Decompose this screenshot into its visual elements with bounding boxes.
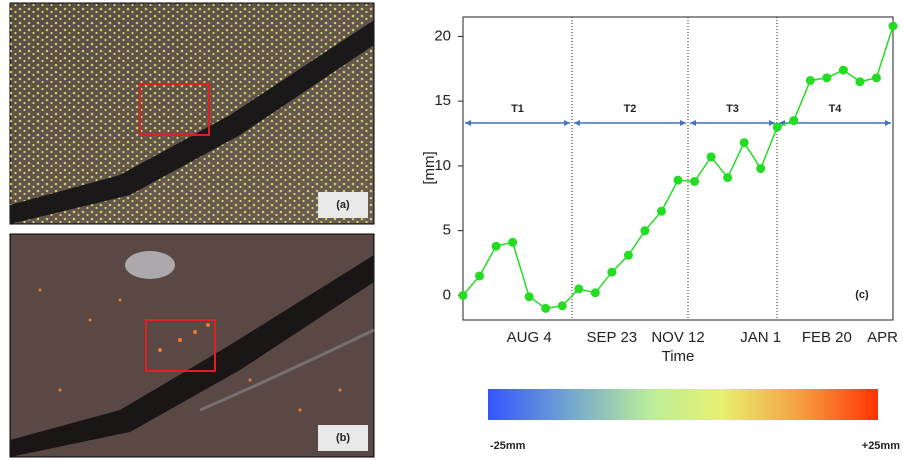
image-a: (a) <box>9 2 375 225</box>
x-tick-label: JAN 1 <box>740 329 781 346</box>
data-point <box>491 241 501 251</box>
y-tick-label: 20 <box>434 27 451 44</box>
x-tick-label: NOV 12 <box>651 329 704 346</box>
y-tick-label: 15 <box>434 92 451 109</box>
period-label: T4 <box>829 103 843 115</box>
panel-label: (a) <box>336 199 350 211</box>
data-point <box>524 292 534 302</box>
data-point <box>508 237 518 247</box>
image-b: (b) <box>9 233 375 458</box>
period-dividers <box>571 17 778 320</box>
x-tick-label: APR 10 <box>867 329 903 346</box>
data-point <box>690 176 700 186</box>
period-label: T2 <box>624 103 637 115</box>
data-point <box>656 206 666 216</box>
data-point <box>855 77 865 87</box>
data-point <box>822 73 832 83</box>
x-axis-label: Time <box>662 348 695 365</box>
colorbar <box>488 389 878 420</box>
period-label: T3 <box>726 103 739 115</box>
y-tick-label: 0 <box>443 286 451 303</box>
data-point <box>723 173 733 183</box>
data-point <box>888 21 898 31</box>
x-tick-label: AUG 4 <box>507 329 552 346</box>
period-label: T1 <box>511 103 524 115</box>
y-axis-label: [mm] <box>421 151 438 184</box>
data-point <box>805 75 815 85</box>
data-point <box>458 290 468 300</box>
data-point <box>590 288 600 298</box>
plot-frame <box>462 16 894 321</box>
data-point <box>739 138 749 148</box>
data-point <box>706 152 716 162</box>
x-tick-label: FEB 20 <box>802 329 852 346</box>
data-point <box>607 267 617 277</box>
colorbar-min: -25mm <box>490 440 526 452</box>
data-point <box>557 301 567 311</box>
data-point <box>574 284 584 294</box>
data-point <box>871 73 881 83</box>
data-point <box>623 250 633 260</box>
data-point <box>541 303 551 313</box>
colorbar-max: +25mm <box>862 440 900 452</box>
annotation: (c) <box>855 289 869 301</box>
data-point <box>838 65 848 75</box>
data-point <box>475 271 485 281</box>
data-point <box>756 164 766 173</box>
x-tick-label: SEP 23 <box>587 329 638 346</box>
data-point <box>640 226 650 236</box>
data-line <box>462 25 894 310</box>
y-tick-label: 5 <box>443 222 451 239</box>
panel-label: (b) <box>336 432 350 444</box>
data-point <box>772 122 782 132</box>
data-point <box>673 175 683 185</box>
y-tick-label: 10 <box>434 157 451 174</box>
data-point <box>789 116 799 126</box>
